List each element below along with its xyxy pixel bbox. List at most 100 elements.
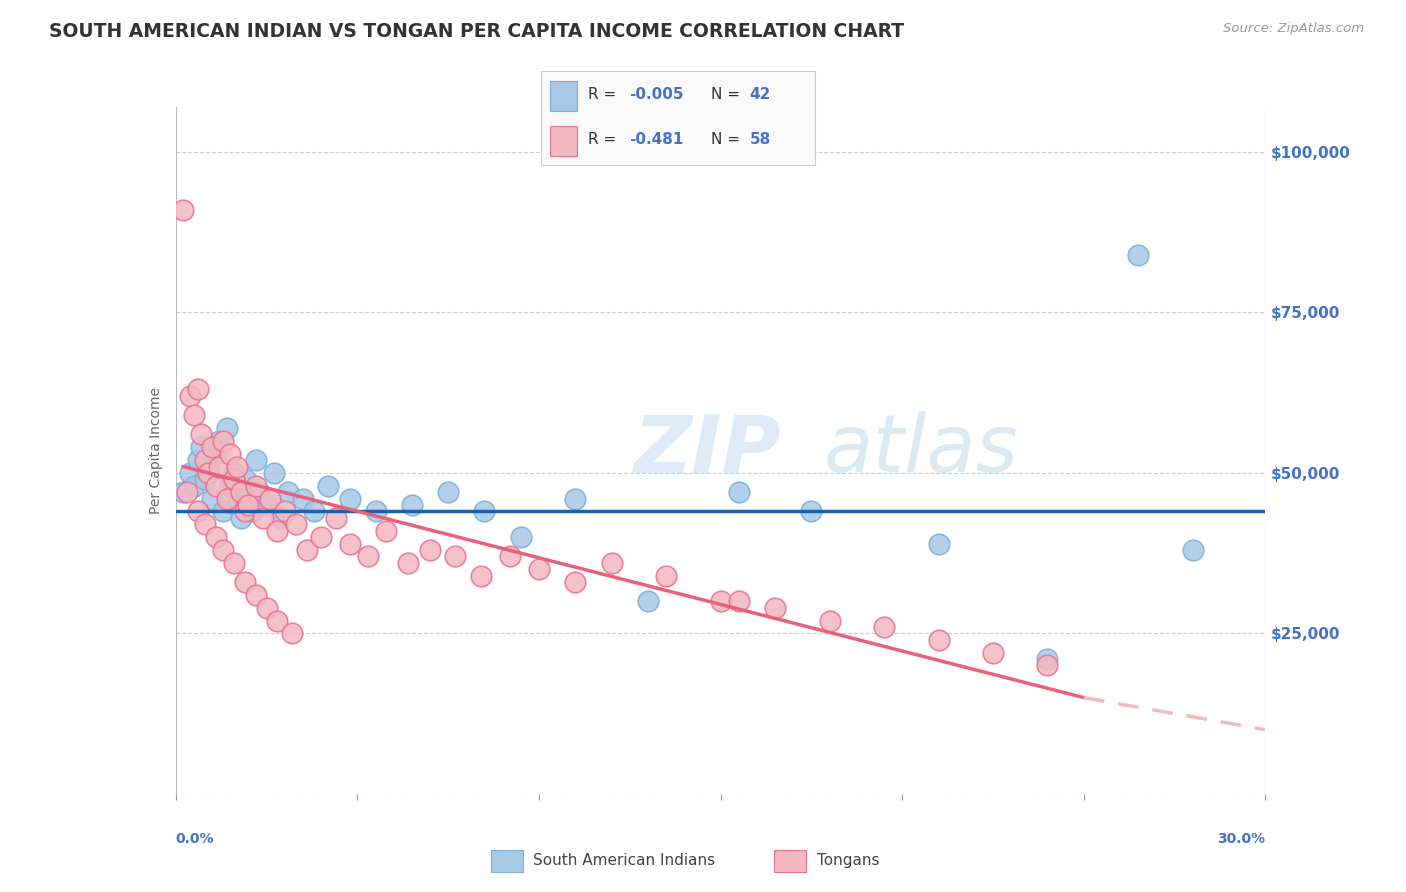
Point <box>981 646 1004 660</box>
Point <box>1036 652 1059 666</box>
Point <box>727 485 749 500</box>
Point <box>186 504 209 518</box>
Point <box>197 459 219 474</box>
Point <box>231 511 253 525</box>
Point <box>194 472 217 486</box>
Text: atlas: atlas <box>824 411 1019 490</box>
Point <box>190 440 212 454</box>
Point <box>252 511 274 525</box>
Point <box>600 556 623 570</box>
Point <box>274 504 297 518</box>
Bar <box>550 81 576 111</box>
Text: Tongans: Tongans <box>817 854 879 868</box>
Text: South American Indians: South American Indians <box>533 854 716 868</box>
Point <box>401 498 423 512</box>
Point <box>245 479 267 493</box>
Text: R =: R = <box>588 87 621 103</box>
Point <box>194 453 217 467</box>
Point <box>818 614 841 628</box>
Point <box>204 530 226 544</box>
Text: N =: N = <box>711 87 745 103</box>
Point <box>763 600 786 615</box>
Point <box>318 479 340 493</box>
Point <box>1128 248 1150 262</box>
Point <box>212 434 235 448</box>
Bar <box>773 849 806 872</box>
Point <box>226 498 249 512</box>
Point <box>396 556 419 570</box>
Point <box>637 594 659 608</box>
Point <box>179 389 201 403</box>
Point <box>364 504 387 518</box>
Point <box>357 549 380 564</box>
Point <box>186 383 209 397</box>
Point <box>215 491 238 506</box>
Point <box>263 466 285 480</box>
Point <box>222 472 245 486</box>
Point <box>194 517 217 532</box>
Point <box>509 530 531 544</box>
Point <box>800 504 823 518</box>
Point <box>212 543 235 558</box>
Point <box>928 632 950 647</box>
Point <box>291 491 314 506</box>
Point <box>266 524 288 538</box>
Point <box>309 530 332 544</box>
Point <box>245 588 267 602</box>
Point <box>222 556 245 570</box>
Point <box>259 491 281 506</box>
Point <box>172 485 194 500</box>
Point <box>233 472 256 486</box>
Point <box>564 491 586 506</box>
Bar <box>491 849 523 872</box>
Point <box>201 491 224 506</box>
Point <box>219 447 242 461</box>
Point <box>222 466 245 480</box>
Point <box>179 466 201 480</box>
Point <box>204 479 226 493</box>
Point <box>339 491 361 506</box>
Point <box>256 498 278 512</box>
Point <box>564 575 586 590</box>
Point <box>201 440 224 454</box>
Point <box>474 504 496 518</box>
Point <box>266 614 288 628</box>
Point <box>183 479 205 493</box>
Point <box>284 517 307 532</box>
Point <box>499 549 522 564</box>
Point <box>238 498 260 512</box>
Point <box>873 620 896 634</box>
Point <box>208 434 231 448</box>
Point <box>339 536 361 550</box>
Point <box>233 504 256 518</box>
Point <box>527 562 550 576</box>
Point <box>183 408 205 422</box>
Text: R =: R = <box>588 132 621 147</box>
Point <box>281 626 304 640</box>
Point <box>245 453 267 467</box>
Point <box>270 511 292 525</box>
Point <box>444 549 467 564</box>
Text: 58: 58 <box>749 132 770 147</box>
Point <box>233 575 256 590</box>
Point <box>375 524 398 538</box>
Point <box>176 485 198 500</box>
Point <box>437 485 460 500</box>
Text: Source: ZipAtlas.com: Source: ZipAtlas.com <box>1223 22 1364 36</box>
Point <box>1181 543 1204 558</box>
Text: 30.0%: 30.0% <box>1218 831 1265 846</box>
Point <box>231 485 253 500</box>
Point <box>219 479 242 493</box>
Text: -0.005: -0.005 <box>628 87 683 103</box>
Point <box>240 504 263 518</box>
Point <box>226 459 249 474</box>
Point <box>295 543 318 558</box>
Text: 0.0%: 0.0% <box>176 831 214 846</box>
Point <box>419 543 441 558</box>
Point <box>212 504 235 518</box>
Point <box>302 504 325 518</box>
Text: -0.481: -0.481 <box>628 132 683 147</box>
Point <box>172 202 194 217</box>
Bar <box>550 126 576 156</box>
Point <box>277 485 299 500</box>
